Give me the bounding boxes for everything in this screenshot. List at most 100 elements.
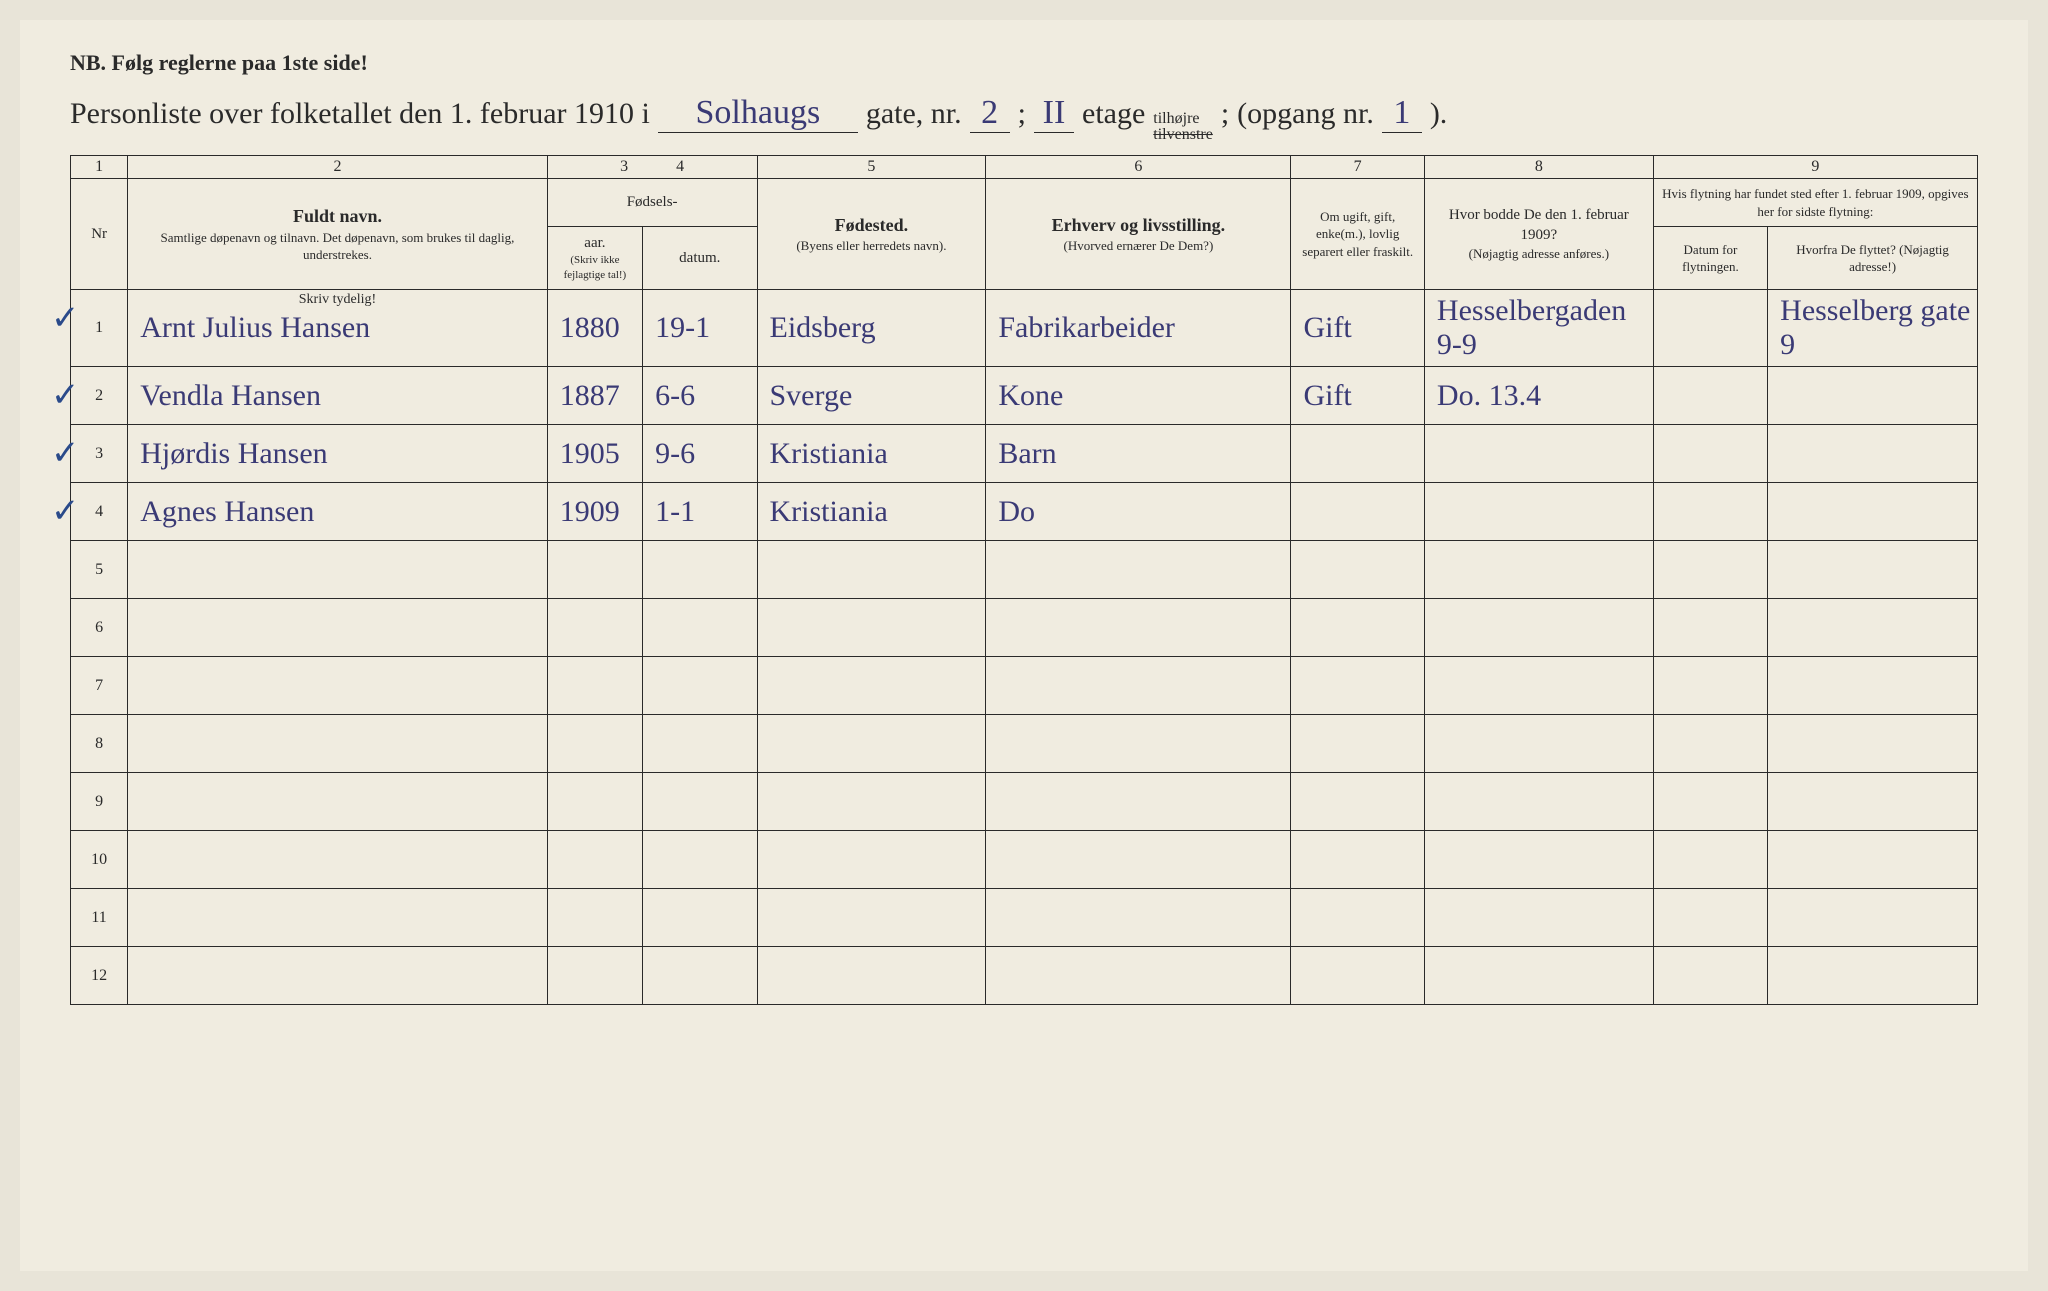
empty-cell	[643, 715, 757, 773]
cell-gift	[1291, 425, 1424, 483]
hdr-name-sub: Samtlige døpenavn og tilnavn. Det døpena…	[132, 229, 543, 264]
empty-cell	[1424, 831, 1653, 889]
empty-cell	[1768, 715, 1978, 773]
empty-cell	[643, 831, 757, 889]
gate-nr-label: gate, nr.	[866, 97, 962, 131]
etage-value: II	[1034, 94, 1074, 133]
empty-cell	[1291, 831, 1424, 889]
row-nr: ✓4	[71, 483, 128, 541]
table-row: 12	[71, 947, 1978, 1005]
row-nr: 5	[71, 541, 128, 599]
hdr-flytning-top: Hvis flytning har fundet sted efter 1. f…	[1653, 179, 1977, 227]
row-nr: 12	[71, 947, 128, 1005]
table-row: 7	[71, 657, 1978, 715]
cell-bodde: Hesselbergaden 9-9	[1424, 290, 1653, 367]
cell-datum: 6-6	[643, 367, 757, 425]
empty-cell	[1291, 541, 1424, 599]
table-row: ✓2 Vendla Hansen 1887 6-6 Sverge Kone Gi…	[71, 367, 1978, 425]
empty-cell	[1653, 541, 1767, 599]
cell-aar: 1909	[547, 483, 642, 541]
row-nr: 6	[71, 599, 128, 657]
cell-datum: 19-1	[643, 290, 757, 367]
table-row: ✓1 Skriv tydelig!Arnt Julius Hansen 1880…	[71, 290, 1978, 367]
empty-cell	[986, 947, 1291, 1005]
empty-cell	[757, 831, 986, 889]
empty-cell	[1291, 599, 1424, 657]
empty-cell	[757, 715, 986, 773]
cell-datum: 9-6	[643, 425, 757, 483]
empty-cell	[643, 773, 757, 831]
empty-cell	[643, 947, 757, 1005]
census-table: 1 2 3 4 5 6 7 8 9 Nr Fuldt navn. Samtlig…	[70, 155, 1978, 1005]
cell-gift: Gift	[1291, 367, 1424, 425]
hdr-bodde-bold: Hvor bodde De den 1. februar 1909?	[1429, 205, 1649, 246]
row-nr: ✓3	[71, 425, 128, 483]
empty-cell	[1424, 715, 1653, 773]
empty-cell	[986, 541, 1291, 599]
row-nr: 7	[71, 657, 128, 715]
empty-cell	[547, 715, 642, 773]
empty-cell	[547, 831, 642, 889]
hdr-erhverv: Erhverv og livsstilling. (Hvorved ernære…	[986, 179, 1291, 290]
empty-cell	[1424, 889, 1653, 947]
hdr-aar-sub: (Skriv ikke fejlagtige tal!)	[552, 253, 638, 283]
cell-flyt-datum	[1653, 290, 1767, 367]
empty-cell	[986, 889, 1291, 947]
row-nr: 9	[71, 773, 128, 831]
header-row-1: Nr Fuldt navn. Samtlige døpenavn og tiln…	[71, 179, 1978, 227]
empty-cell	[547, 773, 642, 831]
hdr-erhverv-sub: (Hvorved ernærer De Dem?)	[990, 237, 1286, 255]
hdr-bodde-sub: (Nøjagtig adresse anføres.)	[1429, 245, 1649, 263]
skriv-tydelig: Skriv tydelig!	[299, 292, 376, 308]
tilvenstre-text: tilvenstre	[1153, 127, 1213, 143]
nb-instruction: NB. Følg reglerne paa 1ste side!	[70, 50, 1978, 76]
cell-flyt-hvorfra: Hesselberg gate 9	[1768, 290, 1978, 367]
cell-datum: 1-1	[643, 483, 757, 541]
row-nr: ✓2	[71, 367, 128, 425]
empty-cell	[128, 715, 548, 773]
table-row: 5	[71, 541, 1978, 599]
cell-flyt-hvorfra	[1768, 483, 1978, 541]
empty-cell	[547, 947, 642, 1005]
cell-flyt-datum	[1653, 483, 1767, 541]
empty-cell	[1424, 541, 1653, 599]
empty-cell	[547, 541, 642, 599]
colnum-2: 2	[128, 156, 548, 179]
empty-cell	[547, 889, 642, 947]
empty-cell	[1424, 773, 1653, 831]
opgang-nr: 1	[1382, 94, 1422, 133]
empty-cell	[986, 831, 1291, 889]
cell-name: Skriv tydelig!Arnt Julius Hansen	[128, 290, 548, 367]
empty-cell	[1653, 889, 1767, 947]
colnum-6: 6	[986, 156, 1291, 179]
hdr-bodde: Hvor bodde De den 1. februar 1909? (Nøja…	[1424, 179, 1653, 290]
hdr-fodested: Fødested. (Byens eller herredets navn).	[757, 179, 986, 290]
empty-cell	[757, 773, 986, 831]
etage-label: etage	[1082, 97, 1145, 131]
empty-cell	[1768, 657, 1978, 715]
colnum-7: 7	[1291, 156, 1424, 179]
cell-bodde	[1424, 483, 1653, 541]
empty-cell	[128, 657, 548, 715]
cell-gift: Gift	[1291, 290, 1424, 367]
table-row: ✓4 Agnes Hansen 1909 1-1 Kristiania Do	[71, 483, 1978, 541]
empty-cell	[1768, 889, 1978, 947]
cell-name: Hjørdis Hansen	[128, 425, 548, 483]
hdr-erhverv-bold: Erhverv og livsstilling.	[990, 213, 1286, 237]
empty-cell	[128, 773, 548, 831]
cell-bodde: Do. 13.4	[1424, 367, 1653, 425]
empty-cell	[1424, 657, 1653, 715]
hdr-name: Fuldt navn. Samtlige døpenavn og tilnavn…	[128, 179, 548, 290]
cell-flyt-hvorfra	[1768, 425, 1978, 483]
empty-cell	[757, 947, 986, 1005]
street-name: Solhaugs	[658, 94, 858, 133]
empty-cell	[128, 889, 548, 947]
check-icon: ✓	[51, 491, 80, 531]
tilhojre-text: tilhøjre	[1153, 111, 1213, 127]
empty-cell	[1768, 773, 1978, 831]
table-row: 6	[71, 599, 1978, 657]
empty-cell	[1768, 947, 1978, 1005]
hdr-fodested-bold: Fødested.	[762, 213, 982, 237]
cell-erhverv: Do	[986, 483, 1291, 541]
empty-cell	[643, 657, 757, 715]
